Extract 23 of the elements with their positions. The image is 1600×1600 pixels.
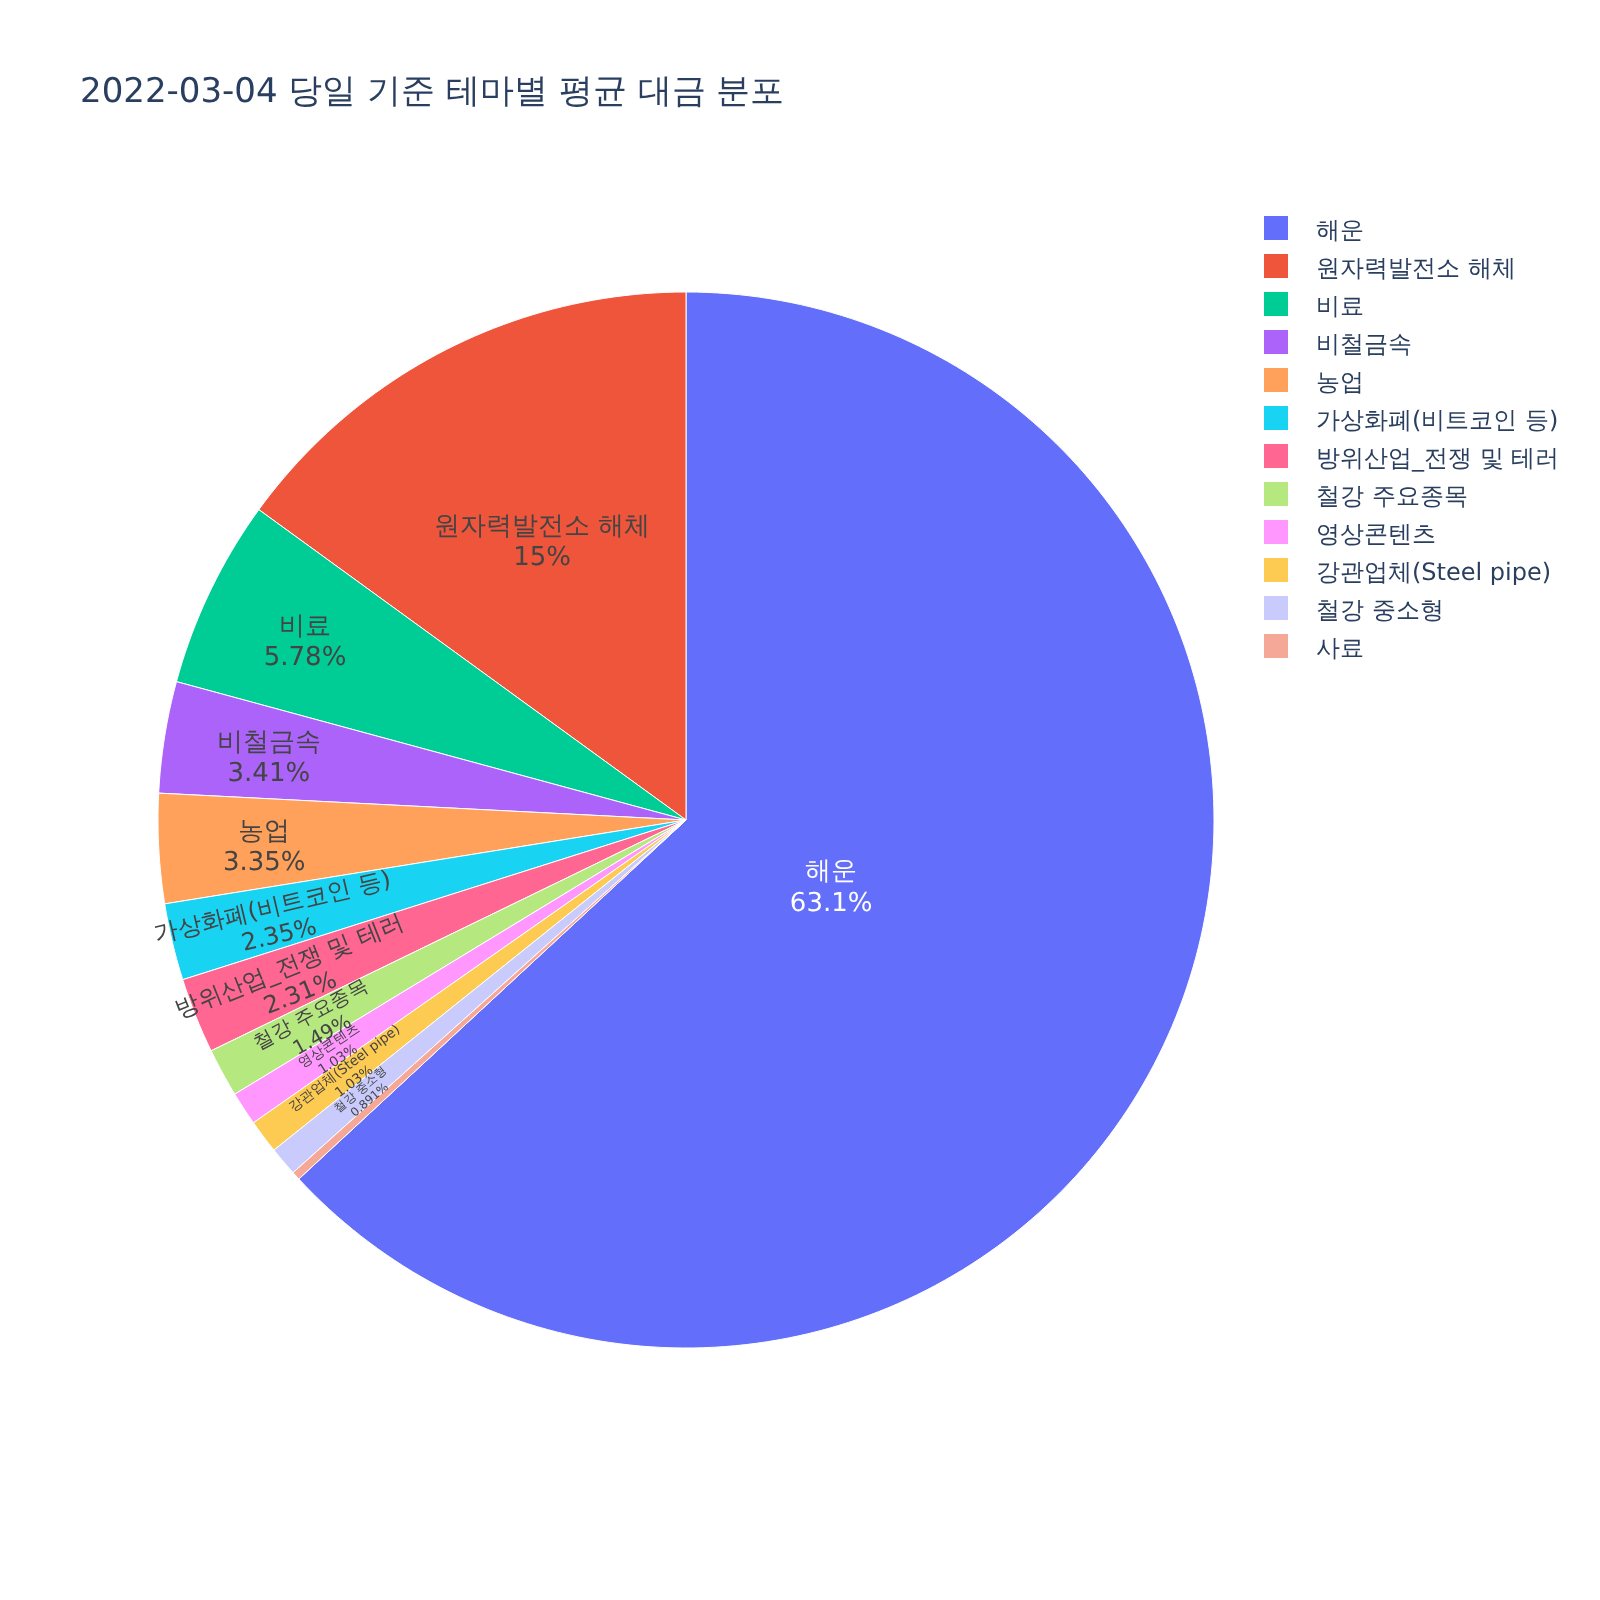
slice-label: 원자력발전소 해체 [434,511,651,542]
slice-label: 비철금속 [216,727,321,758]
data-label: 63.1% [789,888,873,919]
legend-label: 사료 [1316,634,1364,662]
slice-label: 비료 [279,611,332,642]
legend-label: 비료 [1316,292,1364,320]
legend-label: 가상화폐(비트코인 등) [1316,406,1559,434]
legend-label: 철강 주요종목 [1316,482,1468,510]
data-label: 3.35% [222,848,306,879]
slice-label: 농업 [238,817,291,848]
legend-label: 방위산업_전쟁 및 테러 [1316,444,1560,472]
legend-label: 원자력발전소 해체 [1316,254,1516,282]
legend-label: 비철금속 [1316,330,1412,358]
legend-label: 영상콘텐츠 [1316,520,1436,548]
data-label: 15% [513,543,572,574]
legend-label: 철강 중소형 [1316,596,1444,624]
chart-title: 2022-03-04 당일 기준 테마별 평균 대금 분포 [80,72,785,112]
legend-label: 강관업체(Steel pipe) [1316,558,1552,586]
legend-label: 농업 [1316,368,1364,396]
legend-label: 해운 [1316,216,1364,244]
data-label: 5.78% [263,642,347,673]
slice-label: 해운 [805,857,858,888]
data-label: 3.41% [227,758,311,789]
